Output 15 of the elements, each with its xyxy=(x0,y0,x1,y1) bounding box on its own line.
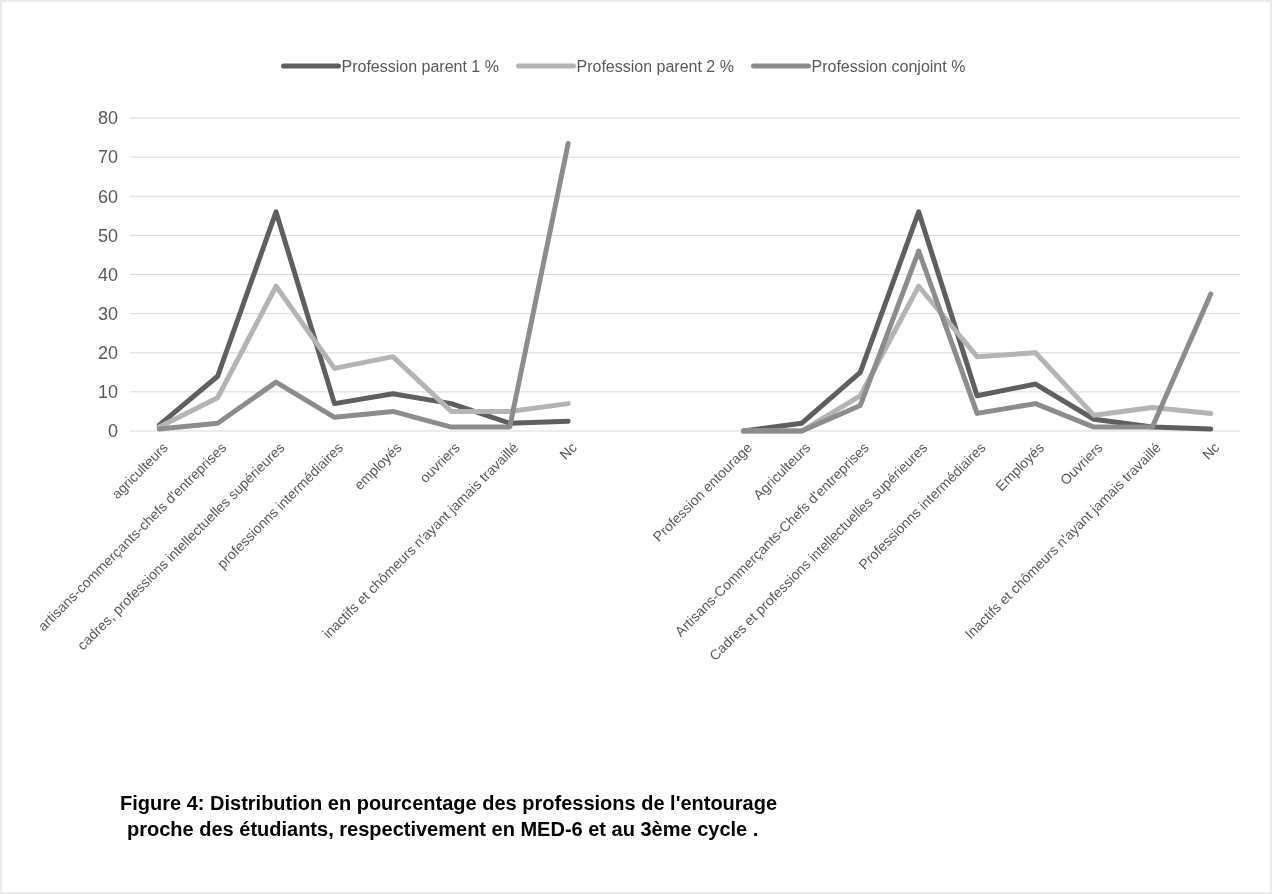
y-tick-label: 60 xyxy=(97,186,118,207)
legend-label: Profession conjoint % xyxy=(811,57,966,75)
y-tick-label: 10 xyxy=(97,382,118,403)
x-tick-label: Nc xyxy=(1198,439,1223,463)
y-tick-label: 20 xyxy=(97,343,118,364)
y-tick-label: 30 xyxy=(97,303,118,324)
legend-label: Profession parent 2 % xyxy=(576,57,734,75)
text: Figure 4: Distribution en pourcentage des professions de l'entourage proche des étudiants, respectivement en MED-6 et au 3ème cycle . xyxy=(120,792,778,840)
x-tick-label: Nc xyxy=(556,439,580,463)
y-tick-label: 50 xyxy=(97,225,118,246)
y-tick-label: 40 xyxy=(97,264,118,285)
legend-label: Profession parent 1 % xyxy=(341,57,499,75)
y-tick-label: 80 xyxy=(97,108,118,129)
y-tick-label: 0 xyxy=(107,421,118,442)
y-tick-label: 70 xyxy=(97,147,118,168)
